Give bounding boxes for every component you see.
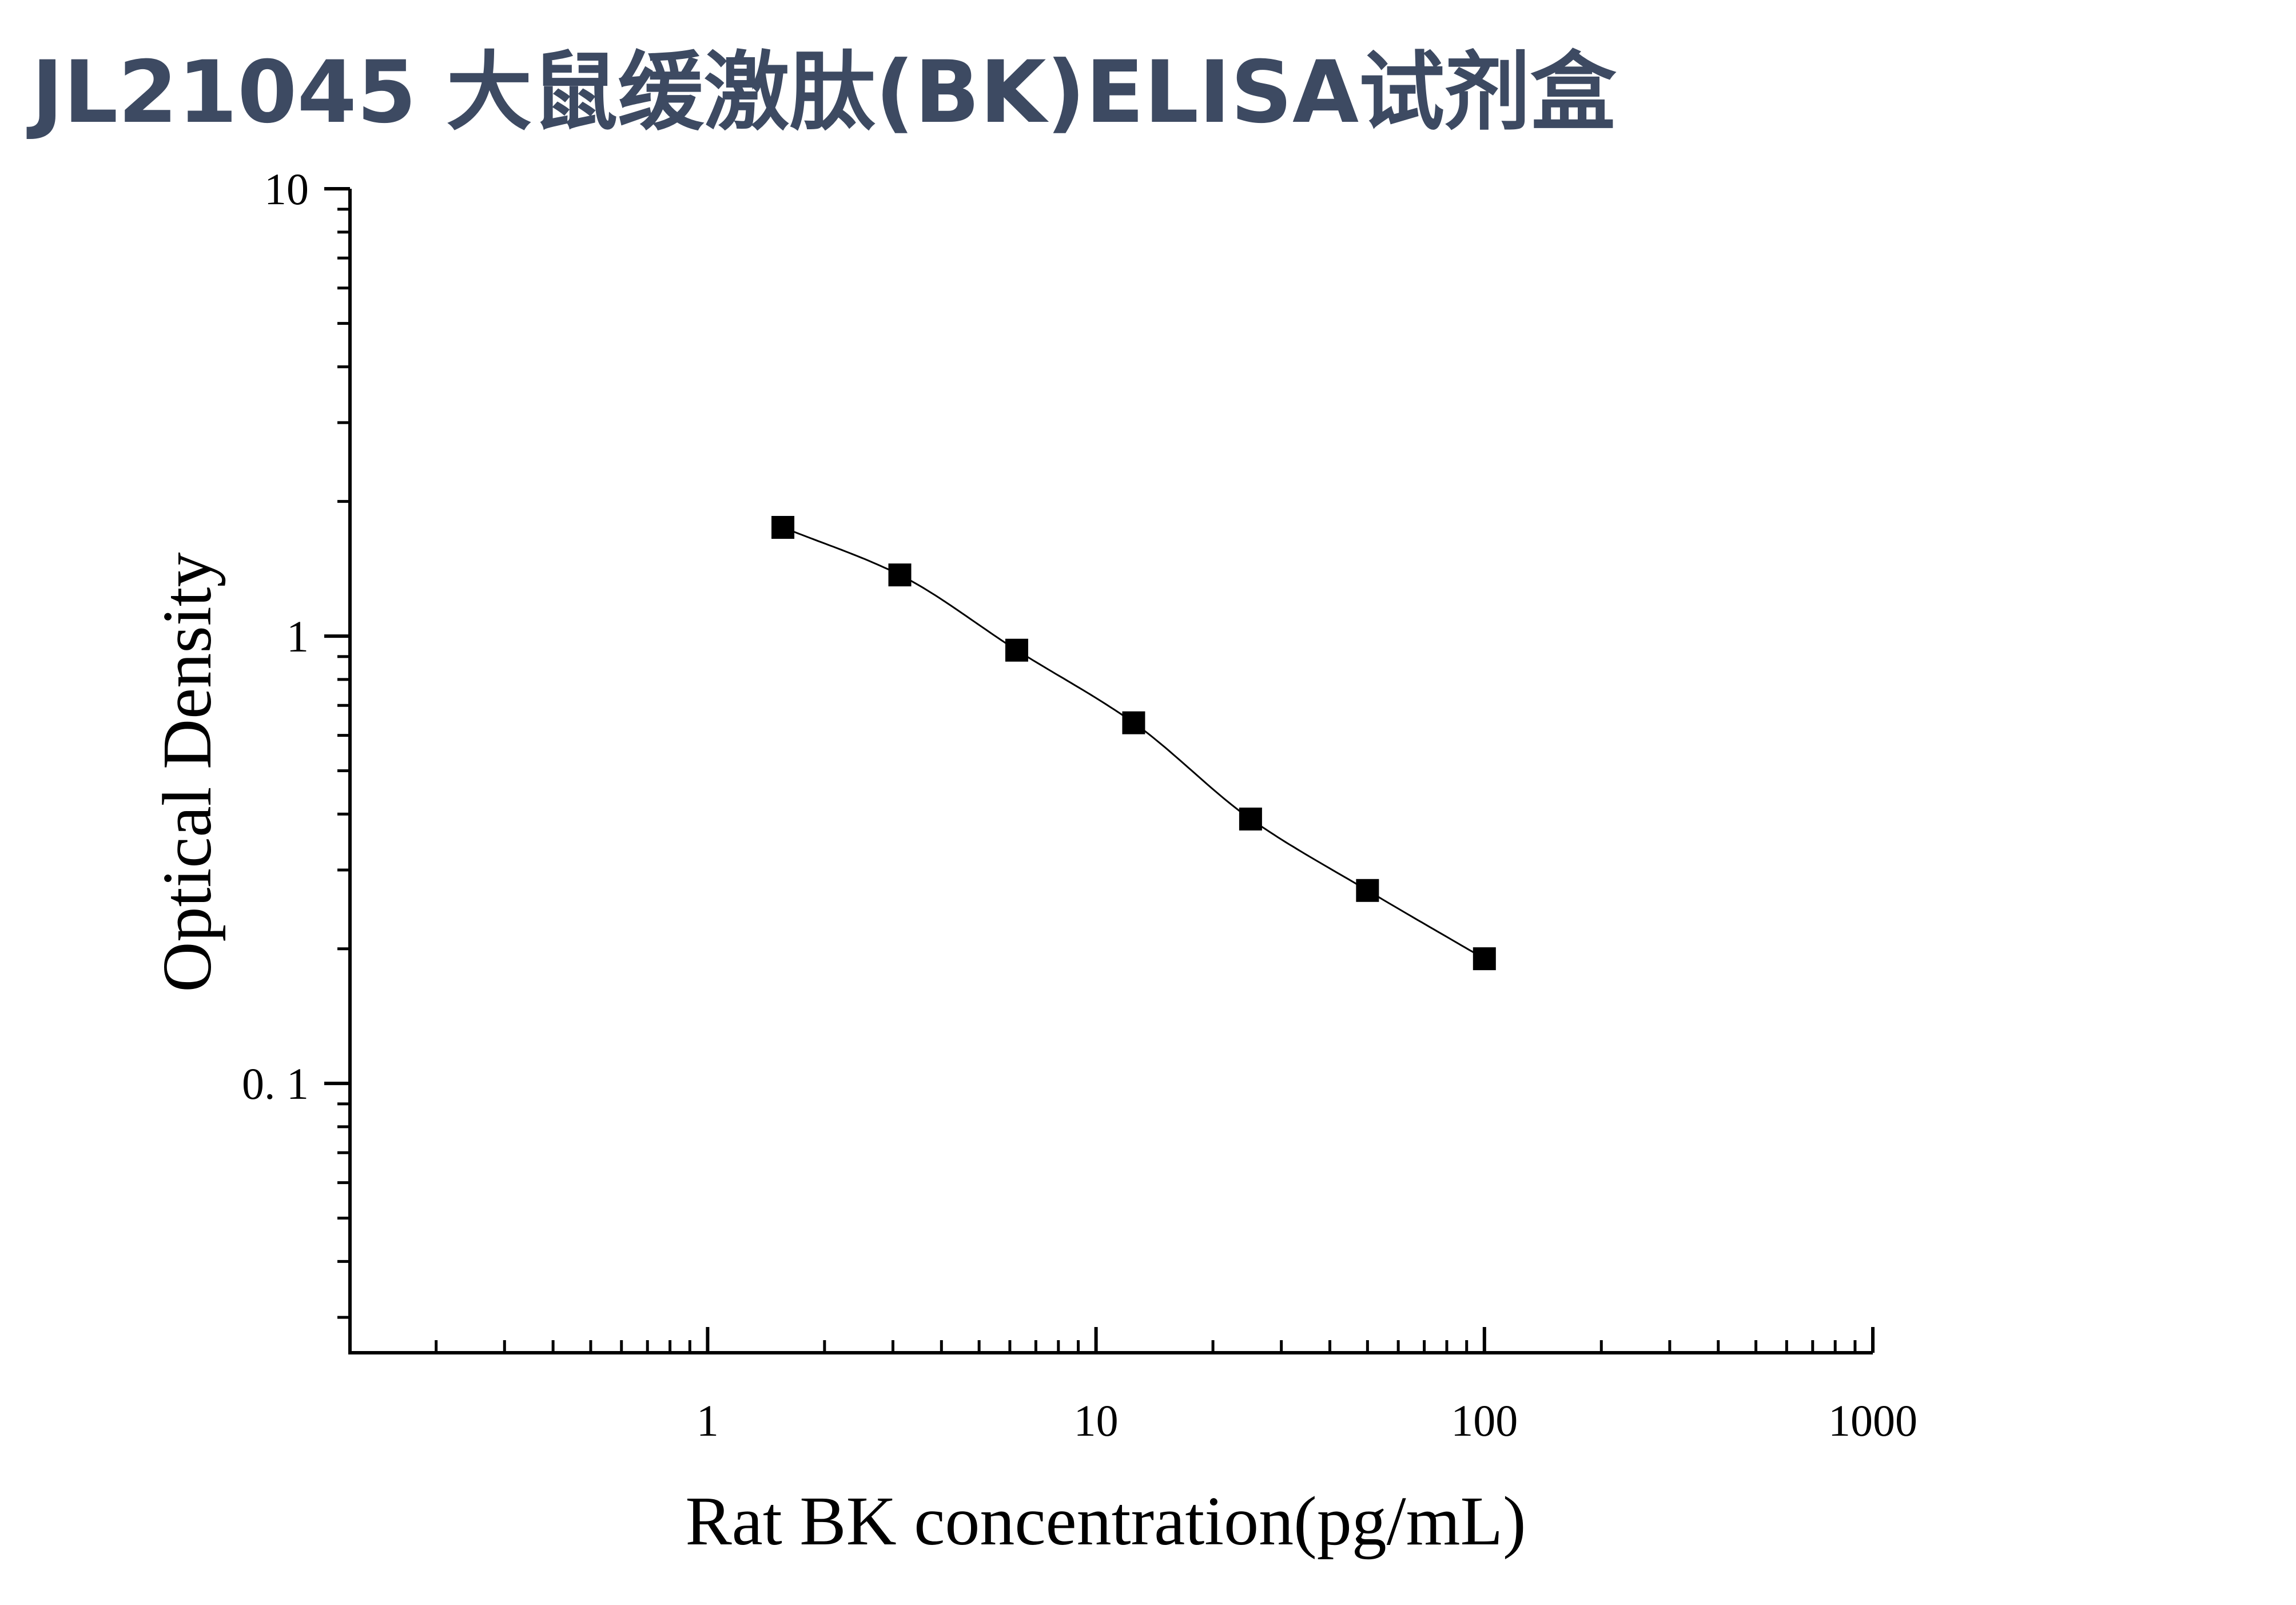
data-points — [771, 515, 1496, 971]
data-point — [1473, 947, 1496, 971]
y-tick-label: 1 — [286, 611, 309, 661]
y-tick-label: 0. 1 — [242, 1059, 309, 1109]
data-point — [888, 563, 912, 587]
x-tick-label: 10 — [1074, 1396, 1119, 1445]
x-tick-label: 100 — [1451, 1396, 1518, 1445]
data-point — [1005, 638, 1028, 662]
data-point — [1122, 711, 1145, 734]
x-axis-label: Rat BK concentration(pg/mL) — [685, 1483, 1526, 1560]
data-point — [1356, 879, 1379, 902]
page-title: JL21045 大鼠缓激肽(BK)ELISA试剂盒 — [31, 43, 1617, 142]
y-tick-label: 10 — [264, 164, 309, 214]
data-point — [771, 515, 795, 539]
ticks: 1 10 100 1000 0. 1 1 10 — [242, 164, 1917, 1445]
axes — [348, 189, 1873, 1354]
fit-curve — [782, 526, 1485, 960]
x-tick-label: 1 — [697, 1396, 719, 1445]
x-tick-label: 1000 — [1828, 1396, 1917, 1445]
y-axis-label: Optical Density — [149, 552, 226, 992]
data-point — [1239, 807, 1262, 831]
fit-curve-layer — [782, 526, 1485, 960]
